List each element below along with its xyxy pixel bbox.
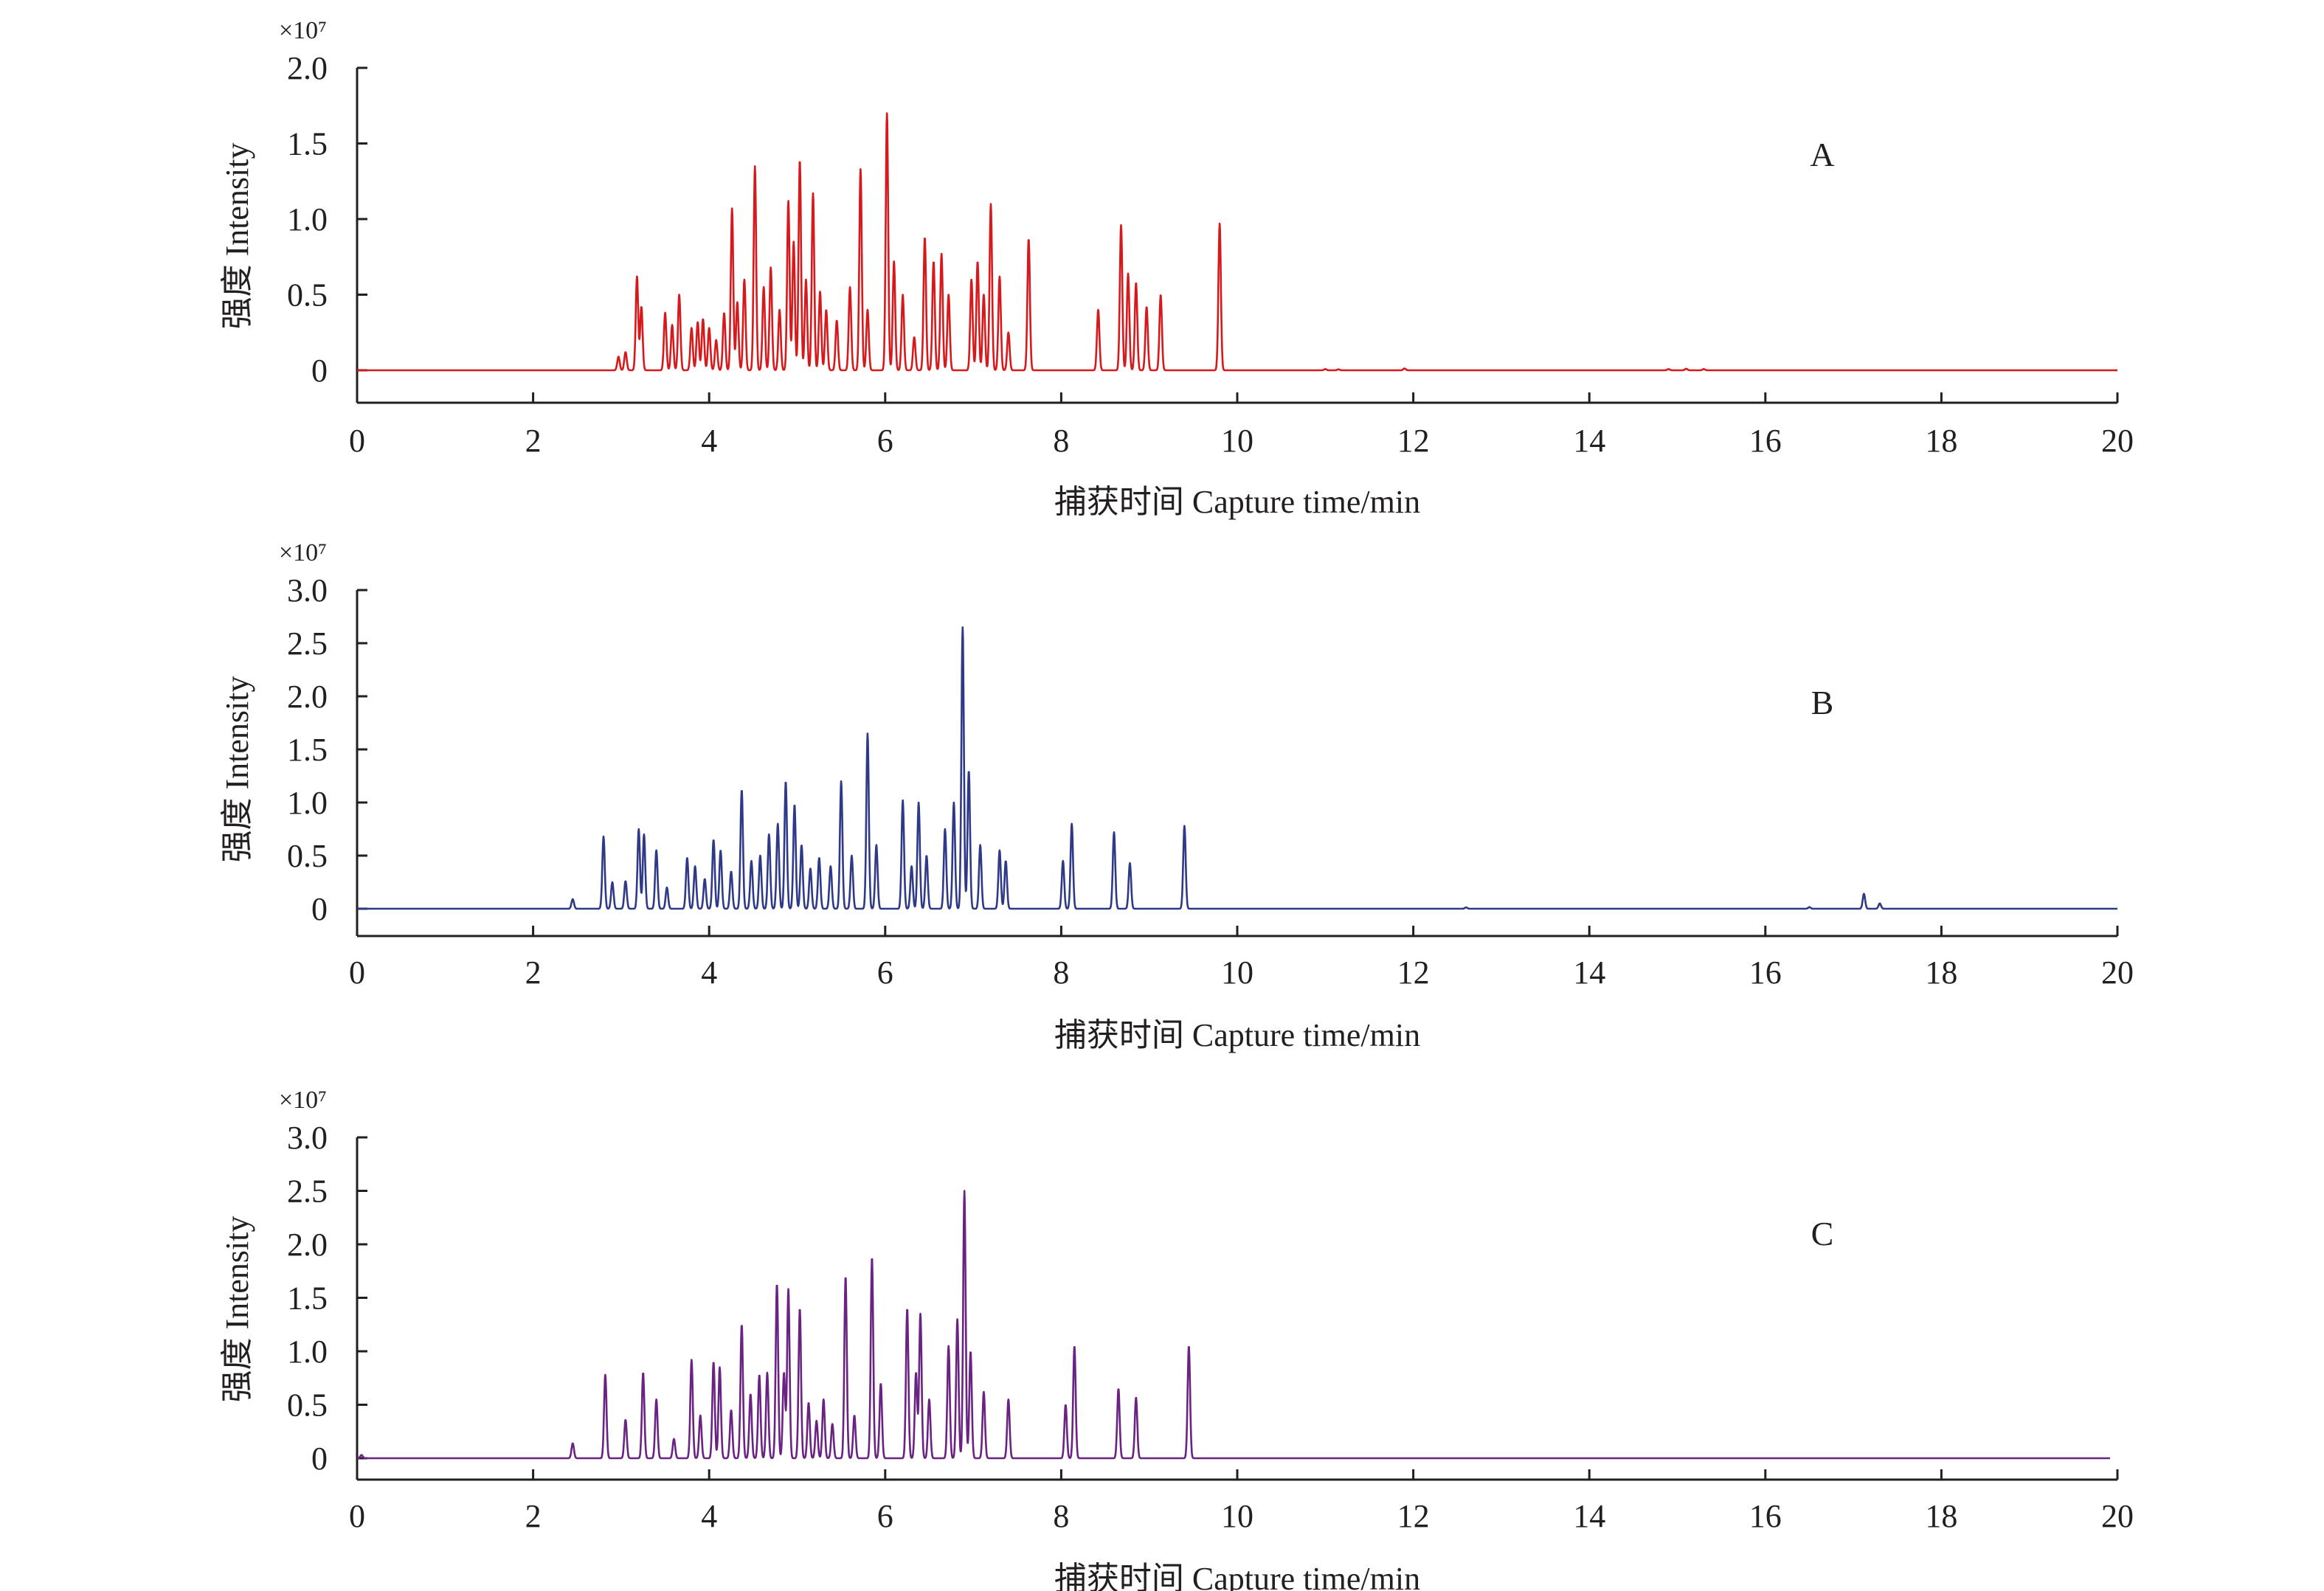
x-axis-title: 捕获时间 Capture time/min [1054,1017,1420,1053]
chart-panel-c: 0 2 4 6 8 10 12 14 16 18 20 0 0.5 1.0 1.5 2.0 2.5 3.0 ×10… [219,1086,2134,1591]
y-axis-title: 强度 Intensity [219,1216,255,1403]
y-tick-label: 1.0 [287,785,328,821]
x-tick-label: 6 [877,954,893,991]
chromatogram-trace [356,1190,2111,1460]
panel-label: B [1811,684,1834,721]
y-tick-label: 2.0 [287,1227,328,1263]
x-tick-label: 10 [1221,423,1253,459]
chart-panel-a: 0 2 4 6 8 10 12 14 16 18 20 0 0.5 1.0 1.5 2.0 ×10⁷ 强度 I… [219,17,2134,520]
y-tick-label: 2.0 [287,50,328,86]
x-tick-label: 16 [1749,954,1782,991]
x-tick-label: 4 [701,1498,717,1534]
axis-ticks: 0 2 4 6 8 10 12 14 16 18 20 0 0.5 1.0 1.5 2.0 2.5 3.0 [287,1120,2134,1534]
x-tick-label: 8 [1053,423,1069,459]
x-tick-label: 18 [1925,1498,1957,1534]
axis-ticks: 0 2 4 6 8 10 12 14 16 18 20 0 0.5 1.0 1.5 2.0 2.5 3.0 [287,572,2134,991]
x-tick-label: 18 [1925,423,1957,459]
x-tick-label: 12 [1397,423,1430,459]
x-tick-label: 6 [877,423,893,459]
x-tick-label: 2 [525,954,542,991]
x-tick-label: 2 [525,423,542,459]
y-tick-label: 0 [311,1441,328,1477]
y-tick-label: 0 [311,353,328,389]
y-tick-label: 1.5 [287,732,328,768]
x-tick-label: 2 [525,1498,542,1534]
axis-ticks: 0 2 4 6 8 10 12 14 16 18 20 0 0.5 1.0 1.5 2.0 [287,50,2134,459]
x-tick-label: 0 [349,954,365,991]
y-tick-label: 0.5 [287,838,328,874]
x-tick-label: 14 [1573,423,1605,459]
chromatogram-trace [356,112,2118,372]
x-axis-title: 捕获时间 Capture time/min [1054,484,1420,520]
chart-panel-b: 0 2 4 6 8 10 12 14 16 18 20 0 0.5 1.0 1.5 2.0 2.5 3.0 ×10… [219,539,2134,1053]
x-tick-label: 6 [877,1498,893,1534]
y-tick-label: 1.0 [287,201,328,238]
x-tick-label: 18 [1925,954,1957,991]
y-tick-label: 2.5 [287,1174,328,1210]
x-tick-label: 20 [2101,423,2134,459]
y-scale-multiplier: ×10⁷ [279,539,327,566]
x-tick-label: 8 [1053,954,1069,991]
x-tick-label: 14 [1573,1498,1605,1534]
y-tick-label: 1.5 [287,1280,328,1317]
y-tick-label: 1.5 [287,126,328,162]
x-tick-label: 4 [701,423,717,459]
y-axis-title: 强度 Intensity [219,143,255,330]
x-tick-label: 0 [349,423,365,459]
x-tick-label: 12 [1397,954,1430,991]
y-axis-title: 强度 Intensity [219,676,255,863]
y-scale-multiplier: ×10⁷ [279,1086,327,1114]
y-scale-multiplier: ×10⁷ [279,17,327,44]
x-tick-label: 20 [2101,954,2134,991]
x-tick-label: 10 [1221,954,1253,991]
y-tick-label: 0 [311,891,328,927]
y-tick-label: 0.5 [287,1387,328,1424]
y-tick-label: 2.5 [287,625,328,662]
y-tick-label: 2.0 [287,679,328,715]
panel-label: C [1811,1215,1834,1252]
x-tick-label: 16 [1749,1498,1782,1534]
x-tick-label: 16 [1749,423,1782,459]
y-tick-label: 0.5 [287,277,328,313]
x-tick-label: 8 [1053,1498,1069,1534]
y-tick-label: 3.0 [287,572,328,609]
x-tick-label: 10 [1221,1498,1253,1534]
y-tick-label: 3.0 [287,1120,328,1156]
x-tick-label: 12 [1397,1498,1430,1534]
x-tick-label: 0 [349,1498,365,1534]
x-tick-label: 20 [2101,1498,2134,1534]
x-axis-title: 捕获时间 Capture time/min [1054,1561,1420,1591]
y-tick-label: 1.0 [287,1334,328,1370]
panel-label: A [1810,136,1834,173]
x-tick-label: 4 [701,954,717,991]
chromatogram-trace [356,626,2118,910]
x-tick-label: 14 [1573,954,1605,991]
